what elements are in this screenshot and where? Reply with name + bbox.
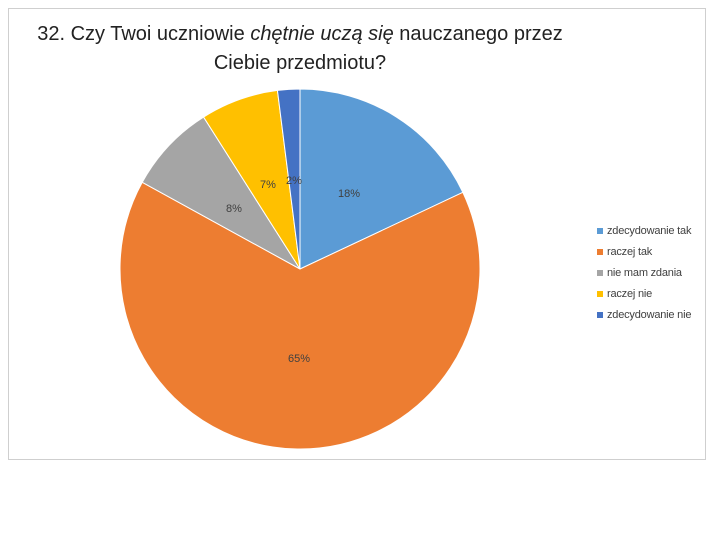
- legend-item-1: zdecydowanie tak: [597, 220, 707, 241]
- data-label-1: 18%: [338, 188, 360, 200]
- pie-slice-2: [119, 181, 481, 450]
- data-label-4: 7%: [260, 179, 276, 191]
- pie-slice-1: [299, 88, 464, 270]
- legend-item-4: raczej nie: [597, 283, 707, 304]
- legend-label: nie mam zdania: [607, 266, 682, 279]
- legend-label: raczej nie: [607, 287, 653, 300]
- legend-swatch: [597, 227, 603, 234]
- legend-swatch: [597, 269, 603, 276]
- pie-slice-3: [141, 116, 301, 270]
- legend-item-2: raczej tak: [597, 241, 707, 262]
- legend-swatch: [597, 248, 603, 255]
- legend-label: zdecydowanie nie: [607, 308, 692, 321]
- chart-title-part-3: nauczanego przez Ciebie przedmiotu?: [213, 23, 563, 74]
- legend: zdecydowanie tak raczej tak nie mam zdania…: [597, 220, 707, 325]
- legend-label: raczej tak: [607, 245, 653, 258]
- legend-item-3: nie mam zdania: [597, 262, 707, 283]
- legend-swatch: [597, 290, 603, 297]
- data-label-3: 8%: [226, 203, 242, 215]
- chart-title-part-1: 32. Czy Twoi uczniowie: [37, 23, 251, 45]
- legend-swatch: [597, 311, 603, 318]
- legend-label: zdecydowanie tak: [607, 224, 692, 237]
- chart-title: 32. Czy Twoi uczniowie chętnie uczą się …: [20, 20, 580, 78]
- data-label-5: 2%: [286, 175, 302, 187]
- chart-title-part-2: chętnie uczą się: [250, 23, 394, 45]
- legend-item-5: zdecydowanie nie: [597, 304, 707, 325]
- data-label-2: 65%: [288, 353, 310, 365]
- pie-slice-5: [276, 88, 301, 270]
